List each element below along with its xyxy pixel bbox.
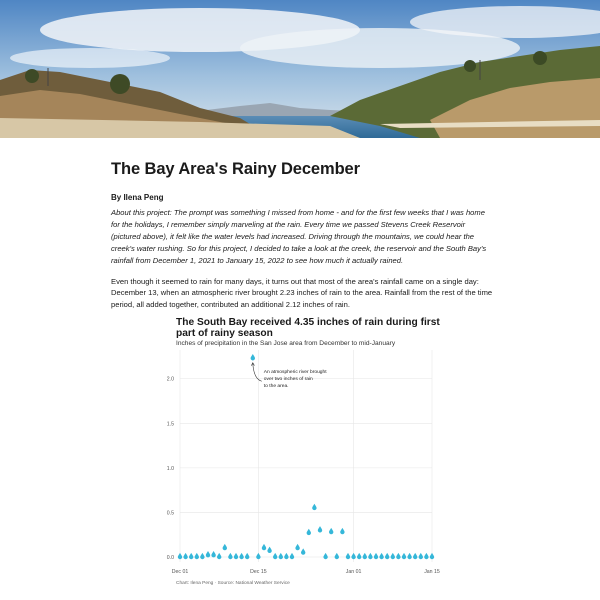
raindrop-point (200, 552, 205, 560)
x-tick-label: Jan 01 (346, 569, 362, 575)
raindrop-point (368, 552, 373, 560)
annotation-arrow (252, 363, 262, 382)
about-paragraph: About this project: The prompt was somet… (111, 208, 487, 265)
raindrop-point (205, 551, 211, 558)
raindrop-point (390, 552, 395, 560)
raindrop-point (289, 552, 295, 560)
raindrop-point (362, 552, 367, 560)
raindrop-point (267, 546, 272, 553)
raindrop-point (295, 543, 300, 551)
raindrop-point (407, 552, 412, 560)
raindrop-point (273, 552, 278, 560)
page-title: The Bay Area's Rainy December (111, 160, 360, 178)
raindrop-point (385, 552, 390, 560)
reservoir-landscape-image (0, 0, 600, 138)
raindrop-point (429, 552, 435, 560)
y-tick-label: 2.0 (167, 377, 174, 383)
raindrop-point (306, 528, 311, 536)
chart-subtitle: Inches of precipitation in the San Jose … (176, 340, 396, 347)
raindrop-point (401, 552, 407, 560)
raindrop-point (312, 503, 317, 511)
raindrop-point (323, 552, 328, 560)
hero-photo (0, 0, 600, 138)
annotation-text: An atmospheric river brought (264, 369, 327, 375)
y-tick-label: 0.0 (167, 555, 174, 561)
raindrop-point (329, 527, 334, 535)
raindrop-point (345, 552, 351, 560)
byline: By Ilena Peng (111, 193, 164, 202)
raindrop-point (250, 354, 255, 361)
raindrop-point (424, 552, 429, 560)
annotation-text: over two inches of rain (264, 376, 313, 382)
raindrop-point (211, 551, 216, 558)
raindrop-point (379, 552, 384, 560)
raindrop-point (278, 552, 283, 560)
raindrop-point (373, 552, 379, 560)
article: The Bay Area's Rainy December By Ilena P… (111, 160, 493, 311)
raindrop-point (233, 552, 239, 560)
raindrop-point (357, 552, 362, 560)
raindrop-point (284, 552, 289, 560)
raindrop-point (217, 552, 222, 560)
y-tick-label: 1.5 (167, 421, 174, 427)
raindrop-point (413, 552, 418, 560)
raindrop-point (261, 543, 267, 551)
y-tick-label: 1.0 (167, 466, 174, 472)
x-tick-label: Dec 15 (250, 569, 267, 575)
raindrop-point (418, 552, 423, 560)
annotation-arrowhead (251, 362, 255, 366)
raindrop-point (340, 527, 345, 535)
raindrop-point (183, 552, 188, 560)
raindrop-point (396, 552, 401, 560)
raindrop-point (222, 543, 227, 551)
raindrop-point (228, 552, 233, 560)
y-tick-label: 0.5 (167, 510, 174, 516)
x-tick-label: Jan 15 (424, 569, 440, 575)
raindrop-point (334, 552, 339, 560)
chart-credit: Chart: Ilena Peng · Source: National Wea… (176, 581, 290, 586)
raindrop-point (256, 552, 261, 560)
rainfall-chart: 0.0 0.5 1.0 1.5 2.0 Dec 01 Dec 15 Jan 01 Jan 15 A… (167, 350, 440, 575)
body-paragraph: Even though it seemed to rain for many d… (111, 276, 493, 310)
chart-title: The South Bay received 4.35 inches of ra… (176, 317, 440, 339)
raindrop-point (177, 552, 183, 560)
raindrop-point (317, 526, 323, 533)
raindrop-point (239, 552, 244, 560)
raindrop-point (194, 552, 199, 560)
annotation-text: to the area. (264, 383, 289, 389)
raindrop-point (301, 548, 306, 555)
raindrop-point (189, 552, 194, 560)
x-tick-label: Dec 01 (172, 569, 189, 575)
raindrop-point (351, 552, 356, 560)
raindrop-point (245, 552, 250, 560)
